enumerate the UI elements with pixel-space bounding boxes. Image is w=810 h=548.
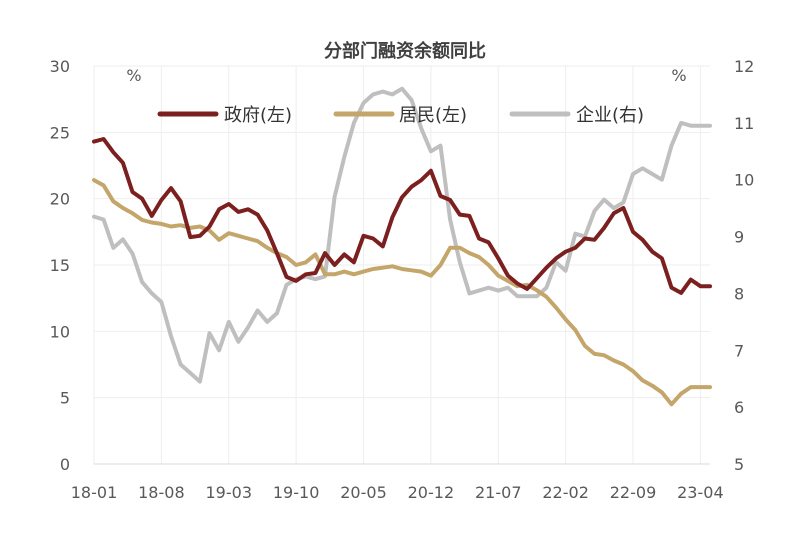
x-tick-label: 19-03 <box>206 483 253 502</box>
x-tick-label: 19-10 <box>273 483 320 502</box>
legend-label: 居民(左) <box>399 105 467 126</box>
right-tick-label: 12 <box>734 57 754 76</box>
series-layer <box>92 86 712 407</box>
x-tick-label: 20-05 <box>340 483 387 502</box>
right-tick-label: 8 <box>734 284 744 303</box>
axis-layer: 0 5 10 15 20 25 30 5 6 7 8 9 10 11 12 18-01 18-08 19-03 19… <box>50 57 755 502</box>
left-tick-label: 30 <box>50 57 70 76</box>
x-tick-label: 23-04 <box>677 483 724 502</box>
right-tick-label: 10 <box>734 171 754 190</box>
x-tick-label: 22-09 <box>610 483 657 502</box>
right-tick-label: 5 <box>734 455 744 474</box>
legend-label: 政府(左) <box>224 105 292 126</box>
x-tick-label: 18-08 <box>138 483 185 502</box>
right-tick-label: 6 <box>734 398 744 417</box>
legend: 政府(左) 居民(左) 企业(右) <box>157 105 644 126</box>
series-line-government <box>92 137 712 295</box>
series-line-enterprise <box>92 86 712 384</box>
right-tick-label: 7 <box>734 341 744 360</box>
right-tick-label: 11 <box>734 114 754 133</box>
chart-title: 分部门融资余额同比 <box>324 40 486 62</box>
x-tick-label: 20-12 <box>408 483 455 502</box>
x-tick-label: 22-02 <box>542 483 589 502</box>
left-tick-label: 10 <box>50 322 70 341</box>
series-line-household <box>92 178 712 407</box>
left-axis-unit: % <box>126 66 141 85</box>
legend-label: 企业(右) <box>576 105 644 126</box>
left-tick-label: 25 <box>50 123 70 142</box>
left-tick-label: 20 <box>50 190 70 209</box>
x-tick-label: 18-01 <box>71 483 118 502</box>
right-axis-unit: % <box>671 66 686 85</box>
left-tick-label: 5 <box>60 389 70 408</box>
x-tick-label: 21-07 <box>475 483 522 502</box>
right-tick-label: 9 <box>734 228 744 247</box>
left-tick-label: 0 <box>60 455 70 474</box>
left-tick-label: 15 <box>50 256 70 275</box>
